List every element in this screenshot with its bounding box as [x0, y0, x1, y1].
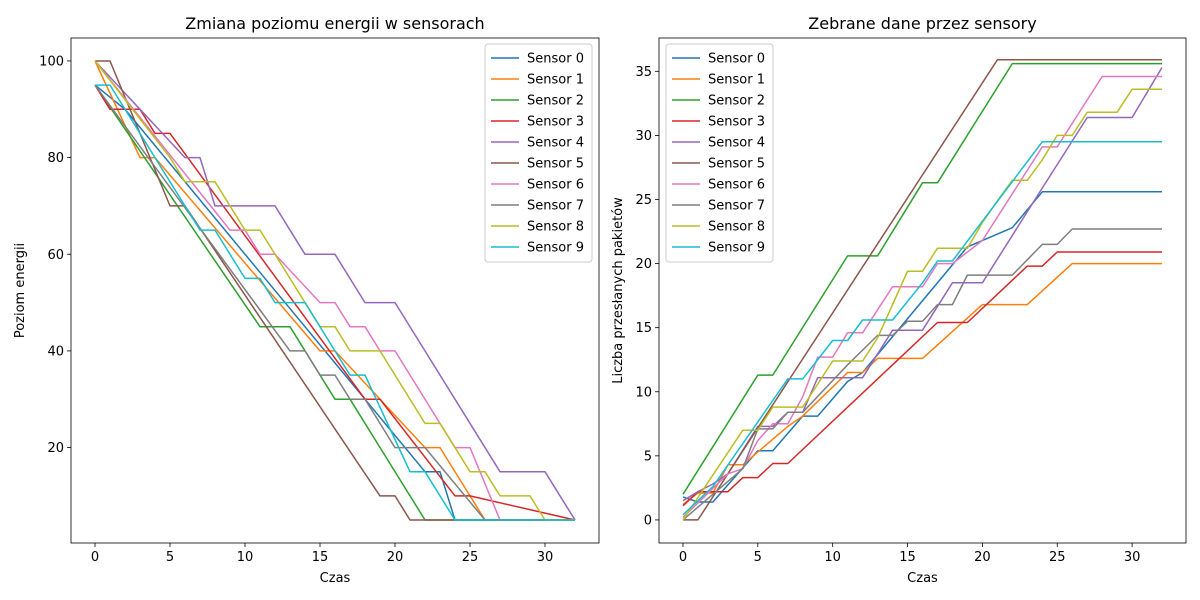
series-line-sensor-3	[94, 84, 576, 521]
series-line-sensor-5	[683, 59, 1162, 521]
legend-entry-label: Sensor 4	[708, 136, 765, 151]
legend-box	[484, 43, 593, 263]
x-tick-label: 10	[824, 550, 841, 565]
legend-entry-label: Sensor 9	[527, 241, 584, 256]
x-tick-label: 25	[462, 550, 479, 565]
plot-frame	[70, 37, 600, 544]
x-tick-label: 15	[312, 550, 329, 565]
x-tick-label: 30	[1124, 550, 1141, 565]
plot-frame	[658, 37, 1187, 544]
x-tick-label: 20	[387, 550, 404, 565]
legend-entry-label: Sensor 4	[527, 136, 584, 151]
y-tick-label: 25	[635, 193, 652, 208]
legend-entry-label: Sensor 3	[527, 115, 584, 130]
legend-entry-label: Sensor 2	[708, 94, 765, 109]
y-tick-label: 5	[644, 449, 652, 464]
legend-entry-label: Sensor 6	[708, 178, 765, 193]
legend-entry-label: Sensor 6	[527, 178, 584, 193]
series-line-sensor-9	[95, 84, 575, 521]
x-tick-label: 15	[899, 550, 916, 565]
chart-title: Zmiana poziomu energii w sensorach	[185, 14, 484, 33]
y-tick-label: 35	[635, 65, 652, 80]
series-line-sensor-7	[682, 228, 1162, 521]
chart-title: Zebrane dane przez sensory	[808, 14, 1036, 33]
y-tick-label: 30	[635, 129, 652, 144]
x-axis-label: Czas	[320, 571, 351, 586]
x-tick-label: 0	[91, 550, 99, 565]
legend-entry-label: Sensor 8	[708, 220, 765, 235]
y-tick-label: 15	[635, 321, 652, 336]
legend-entry-label: Sensor 8	[527, 220, 584, 235]
y-tick-label: 20	[635, 257, 652, 272]
legend-entry-label: Sensor 0	[708, 52, 765, 67]
legend-entry-label: Sensor 1	[708, 73, 765, 88]
x-tick-label: 0	[679, 550, 687, 565]
legend-entry-label: Sensor 5	[708, 157, 765, 172]
x-tick-label: 5	[754, 550, 762, 565]
legend-box	[665, 43, 774, 263]
x-tick-label: 20	[974, 550, 991, 565]
legend-entry-label: Sensor 7	[527, 199, 584, 214]
series-line-sensor-0	[682, 191, 1162, 503]
legend-entry-label: Sensor 2	[527, 94, 584, 109]
series-line-sensor-6	[94, 60, 575, 521]
x-tick-label: 30	[537, 550, 554, 565]
legend: Sensor 0 Sensor 1 Sensor 2 Sensor 3 Sensor 4…	[665, 43, 774, 263]
chart-1: Zebrane dane przez sensory 0 5 10 15 20 25 30 0 5…	[611, 14, 1187, 586]
legend-entry-label: Sensor 7	[708, 199, 765, 214]
x-axis-label: Czas	[907, 571, 938, 586]
x-tick-label: 25	[1049, 550, 1066, 565]
legend: Sensor 0 Sensor 1 Sensor 2 Sensor 3 Sensor 4…	[484, 43, 593, 263]
series-line-sensor-4	[94, 60, 576, 521]
series-line-sensor-5	[95, 60, 575, 521]
y-tick-label: 20	[47, 441, 64, 456]
legend-entry-label: Sensor 3	[708, 115, 765, 130]
series-line-sensor-8	[94, 60, 575, 521]
x-tick-label: 10	[237, 550, 254, 565]
x-tick-label: 5	[166, 550, 174, 565]
y-tick-label: 60	[47, 248, 64, 263]
y-tick-label: 0	[644, 513, 652, 528]
series-line-sensor-7	[94, 84, 575, 521]
legend-entry-label: Sensor 1	[527, 73, 584, 88]
series-group	[94, 60, 576, 521]
y-tick-label: 10	[635, 385, 652, 400]
series-line-sensor-9	[682, 141, 1162, 516]
y-tick-label: 100	[39, 54, 64, 69]
legend-entry-label: Sensor 0	[527, 52, 584, 67]
y-axis-label: Poziom energii	[13, 243, 28, 338]
series-line-sensor-6	[682, 75, 1162, 518]
y-tick-label: 40	[47, 344, 64, 359]
y-tick-label: 80	[47, 151, 64, 166]
legend-entry-label: Sensor 5	[527, 157, 584, 172]
chart-0: Zmiana poziomu energii w sensorach 0 5 10 15…	[13, 14, 600, 586]
series-group	[682, 59, 1163, 521]
series-line-sensor-3	[682, 251, 1162, 507]
legend-entry-label: Sensor 9	[708, 241, 765, 256]
series-line-sensor-8	[682, 88, 1162, 521]
y-axis-label: Liczba przesłanych pakietów	[611, 197, 626, 384]
